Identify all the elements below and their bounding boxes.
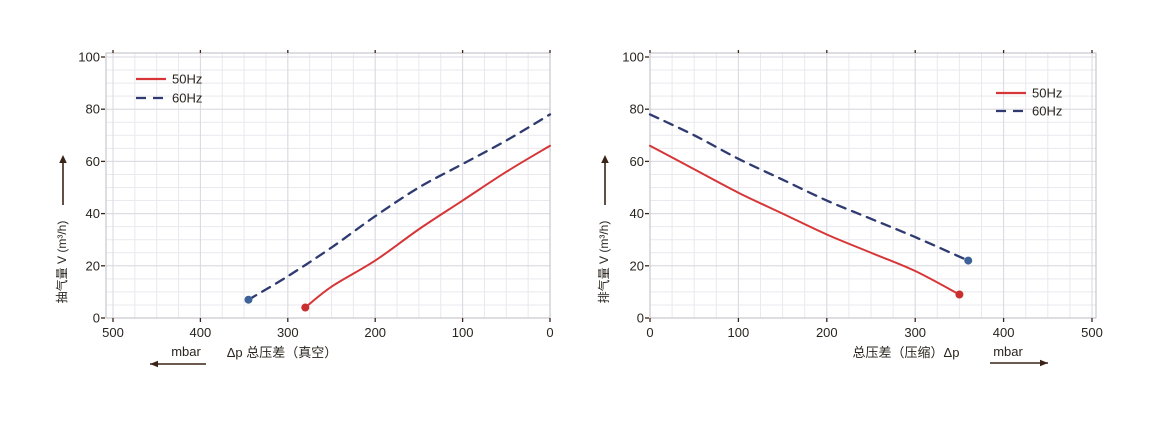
legend-label: 60Hz [1032,104,1062,119]
x-tick-label: 200 [364,325,386,340]
legend: 50Hz 60Hz [996,86,1062,119]
arrow-head [601,155,609,163]
y-axis-label: 排气量 V (m³/h) [596,221,611,304]
tick-marks [645,50,1093,322]
x-axis-right-arrow-icon [990,359,1048,367]
vacuum-chart: 500 400 300 200 100 0 0 20 40 60 80 100 50Hz 60Hz 抽气量 … [54,50,554,368]
plot-border [105,52,551,319]
grid-major [649,53,1096,319]
x-axis-unit: mbar [171,344,201,359]
legend-label: 50Hz [1032,86,1062,101]
legend-item-50hz: 50Hz [996,86,1062,101]
y-tick-label: 100 [622,50,644,65]
x-tick-label: 500 [1081,325,1103,340]
series-50hz-line [649,144,961,296]
x-tick-label: 100 [452,325,474,340]
x-tick-label: 200 [816,325,838,340]
y-tick-label: 60 [86,154,100,169]
x-tick-label: 500 [102,325,124,340]
arrow-head [1040,359,1048,367]
legend-label: 60Hz [172,91,202,106]
legend-item-50hz: 50Hz [136,72,202,87]
arrow-head [59,155,67,163]
x-axis-left-arrow-icon [150,360,206,368]
legend-item-60hz: 60Hz [996,104,1062,119]
y-tick-label: 0 [637,311,644,326]
y-tick-label: 0 [93,311,100,326]
y-axis-label: 抽气量 V (m³/h) [54,221,69,304]
y-tick-label: 80 [630,102,644,117]
y-tick-label: 80 [86,102,100,117]
y-tick-label: 40 [630,206,644,221]
series-60hz-marker [244,295,253,304]
x-tick-label: 100 [728,325,750,340]
y-tick-label: 40 [86,206,100,221]
x-axis-unit: mbar [993,344,1023,359]
y-axis-up-arrow-icon [59,155,67,205]
x-axis-caption: Δp 总压差（真空） [227,345,338,360]
series-60hz-line [648,113,970,262]
grid-minor [649,53,1096,319]
series-60hz-line [247,113,552,301]
x-tick-label: 0 [646,325,653,340]
y-axis-up-arrow-icon [601,155,609,205]
x-tick-label: 300 [904,325,926,340]
x-tick-label: 0 [546,325,553,340]
y-tick-label: 20 [86,258,100,273]
series-50hz-line [304,144,551,309]
tick-marks [101,50,551,322]
compression-chart: 0 100 200 300 400 500 0 20 40 60 80 100 50Hz 60Hz 排气量 … [596,50,1103,367]
series-50hz-marker [301,303,310,312]
y-tick-label: 60 [630,154,644,169]
x-tick-label: 300 [277,325,299,340]
y-tick-label: 100 [78,50,100,65]
series-60hz-marker [964,256,973,265]
legend-item-60hz: 60Hz [136,91,202,106]
x-tick-label: 400 [993,325,1015,340]
y-tick-label: 20 [630,258,644,273]
arrow-head [150,360,158,368]
plot-border [649,52,1097,319]
x-tick-label: 400 [190,325,212,340]
legend: 50Hz 60Hz [136,72,202,106]
x-axis-caption: 总压差（压缩）Δp [853,345,960,360]
series-50hz-marker [955,290,964,299]
legend-label: 50Hz [172,72,202,87]
